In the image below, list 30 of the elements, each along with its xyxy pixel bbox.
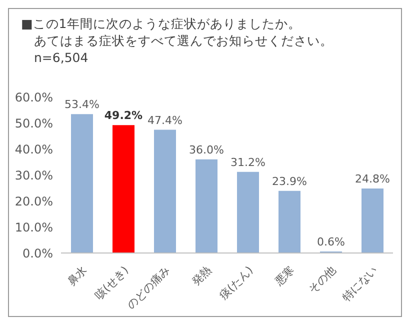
data-label: 49.2%: [104, 109, 143, 122]
data-label: 31.2%: [230, 156, 266, 169]
chart-subtitle: n=6,504: [33, 49, 90, 66]
x-tick-label: 発熱: [189, 264, 214, 288]
bar: [196, 159, 218, 253]
x-tick-label: 鼻水: [64, 264, 90, 288]
bar: [278, 190, 300, 253]
data-label: 53.4%: [64, 98, 100, 112]
bar: [112, 125, 134, 253]
bar: [237, 172, 259, 253]
bar: [362, 188, 384, 253]
x-tick-label: 悪寒: [272, 264, 298, 290]
y-tick-label: 10.0%: [14, 220, 53, 234]
x-tick-label: 特にない: [340, 264, 380, 304]
data-label: 0.6%: [317, 235, 345, 248]
bar: [154, 130, 176, 253]
y-tick-label: 40.0%: [14, 142, 53, 156]
chart-title: ■この1年間に次のような症状がありましたか。あてはまる症状をすべて選んでお知らせください。: [21, 15, 334, 49]
data-label: 24.8%: [355, 172, 390, 186]
data-label: 23.9%: [272, 174, 307, 188]
x-tick-label: 痰(たん): [216, 264, 256, 302]
bar: [71, 114, 93, 253]
y-tick-label: 20.0%: [14, 194, 53, 208]
y-tick-label: 0.0%: [22, 246, 53, 260]
x-tick-label: その他: [306, 264, 339, 296]
y-tick-label: 50.0%: [14, 116, 53, 130]
y-tick-label: 30.0%: [14, 168, 53, 182]
data-label: 36.0%: [189, 143, 224, 156]
y-tick-label: 60.0%: [14, 90, 53, 104]
data-label: 47.4%: [148, 114, 182, 127]
